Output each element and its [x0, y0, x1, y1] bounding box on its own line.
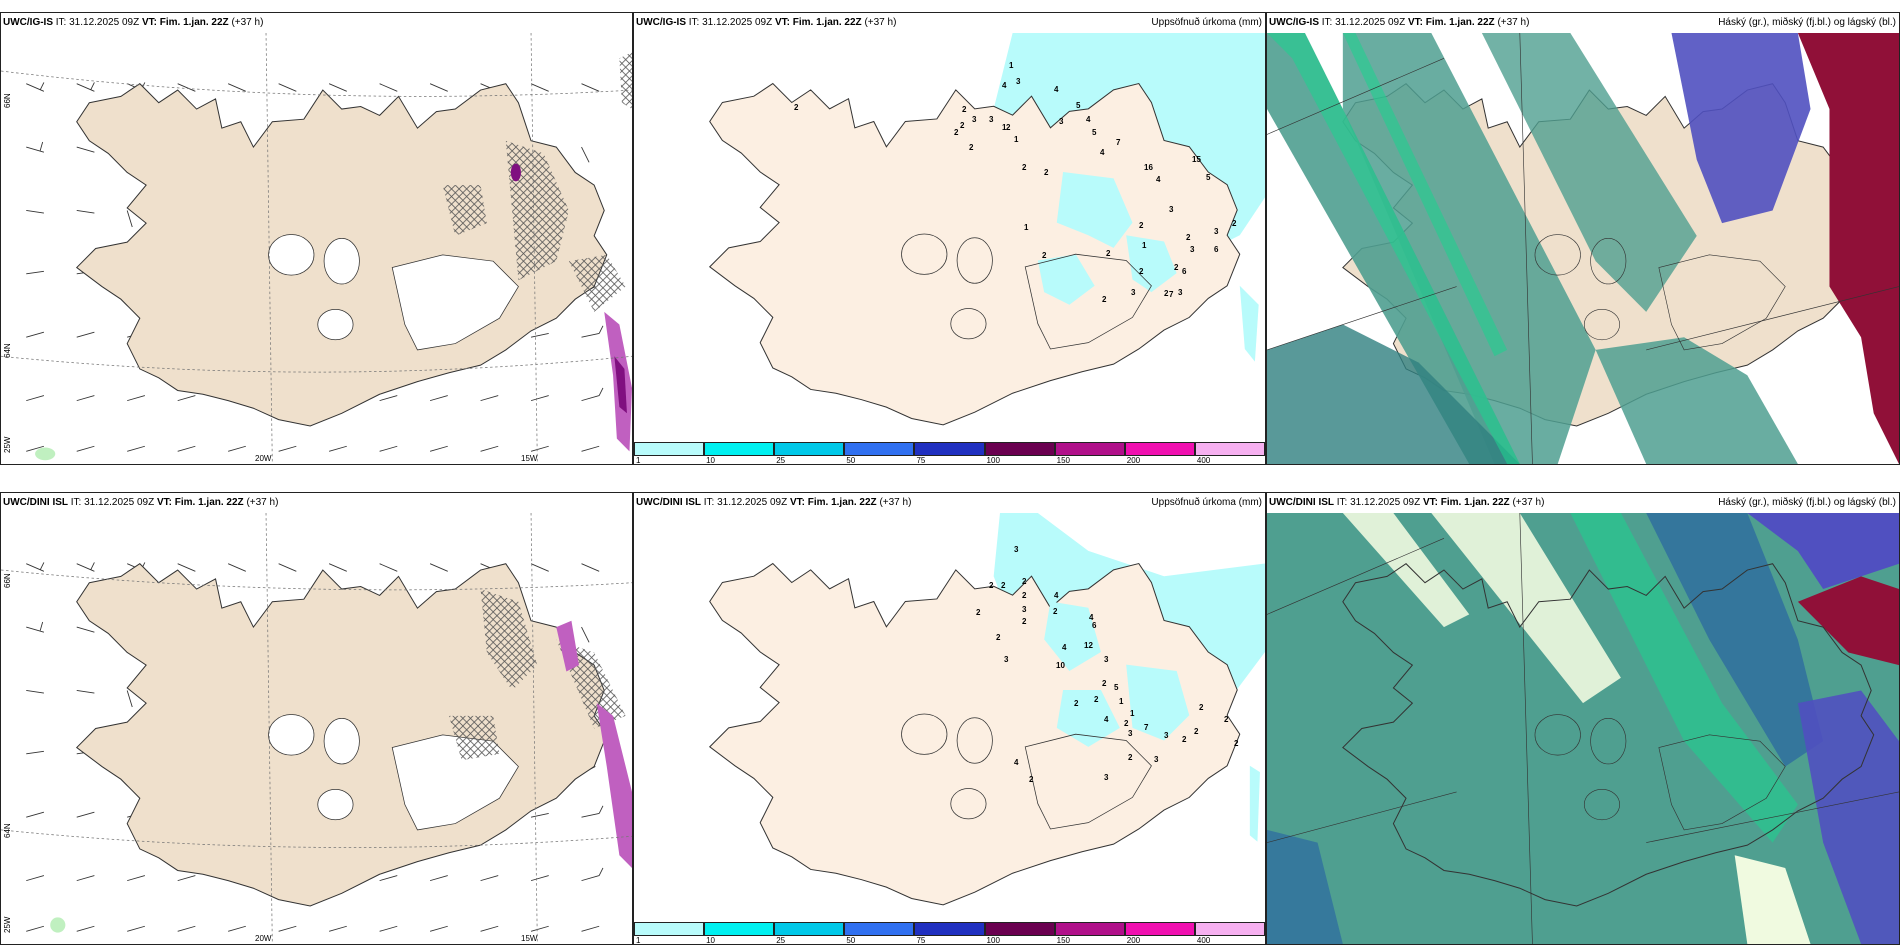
colorbar-tick-label: 75 [916, 936, 926, 945]
colorbar-swatch [1054, 442, 1125, 456]
lat-label-64n: 64N [3, 343, 12, 358]
wind-map [1, 513, 632, 944]
colorbar-tick-label: 25 [776, 456, 786, 465]
precip-map [634, 33, 1265, 440]
colorbar-swatch [914, 922, 985, 936]
panel-header: UWC/IG-IS IT: 31.12.2025 09Z VT: Fim. 1.… [1267, 13, 1899, 33]
colorbar-tick-label: 10 [706, 456, 716, 465]
panel-top-cloud: UWC/IG-IS IT: 31.12.2025 09Z VT: Fim. 1.… [1266, 12, 1900, 465]
panel-header: UWC/DINI ISL IT: 31.12.2025 09Z VT: Fim.… [1, 493, 632, 513]
colorbar-swatch [914, 442, 985, 456]
lat-label-66n: 66N [3, 573, 12, 588]
lat-label-64n: 64N [3, 823, 12, 838]
colorbar-swatch [844, 922, 915, 936]
colorbar-swatch [984, 442, 1055, 456]
colorbar-tick-label: 50 [846, 936, 856, 945]
colorbar-swatch [1194, 442, 1265, 456]
colorbar-tick-label: 75 [916, 456, 926, 465]
colorbar-swatch [844, 442, 915, 456]
colorbar-swatch [1054, 922, 1125, 936]
lon-label-15w: 15W [521, 934, 538, 943]
lon-label-25w: 25W [3, 436, 12, 453]
panel-header: UWC/IG-IS IT: 31.12.2025 09Z VT: Fim. 1.… [634, 13, 1265, 33]
cloud-map [1267, 513, 1899, 944]
panel-header: UWC/IG-IS IT: 31.12.2025 09Z VT: Fim. 1.… [1, 13, 632, 33]
colorbar-swatch [634, 442, 705, 456]
lon-label-20w: 20W [255, 934, 272, 943]
colorbar-swatch [1194, 922, 1265, 936]
mid-cloud-area [1671, 33, 1811, 224]
colorbar-tick-label: 50 [846, 456, 856, 465]
colorbar-tick-label: 150 [1056, 456, 1071, 465]
precip-map [634, 513, 1265, 920]
panel-header: UWC/DINI ISL IT: 31.12.2025 09Z VT: Fim.… [634, 493, 1265, 513]
colorbar-tick-label: 150 [1056, 936, 1071, 945]
colorbar-swatch [704, 442, 775, 456]
colorbar-tick-label: 200 [1126, 936, 1141, 945]
colorbar-tick-label: 10 [706, 936, 716, 945]
lon-label-25w: 25W [3, 916, 12, 933]
colorbar-swatch [1124, 922, 1195, 936]
colorbar-tick-label: 400 [1196, 456, 1211, 465]
colorbar-tick-label: 1 [636, 936, 641, 945]
colorbar-swatch [704, 922, 775, 936]
panel-bottom-cloud: UWC/DINI ISL IT: 31.12.2025 09Z VT: Fim.… [1266, 492, 1900, 945]
lat-label-66n: 66N [3, 93, 12, 108]
colorbar-swatch [984, 922, 1055, 936]
colorbar-tick-label: 200 [1126, 456, 1141, 465]
colorbar-tick-label: 400 [1196, 936, 1211, 945]
lon-label-15w: 15W [521, 454, 538, 463]
colorbar-tick-label: 100 [986, 456, 1000, 465]
cloud-map [1267, 33, 1899, 464]
high-cloud-area [1797, 576, 1899, 666]
colorbar-tick-label: 25 [776, 936, 786, 945]
panel-top-wind: UWC/IG-IS IT: 31.12.2025 09Z VT: Fim. 1.… [0, 12, 633, 465]
colorbar-tick-label: 1 [636, 456, 641, 465]
panel-top-precip: UWC/IG-IS IT: 31.12.2025 09Z VT: Fim. 1.… [633, 12, 1266, 465]
colorbar-swatch [774, 442, 845, 456]
colorbar-swatch [774, 922, 845, 936]
lon-label-20w: 20W [255, 454, 272, 463]
precip-colorbar: 1 10 25 50 75 100 150 200 400 [634, 440, 1265, 464]
colorbar-swatch [1124, 442, 1195, 456]
precip-colorbar: 1 10 25 50 75 100 150 200 400 [634, 920, 1265, 944]
wind-map [1, 33, 632, 464]
high-cloud-area [1797, 33, 1899, 464]
panel-header: UWC/DINI ISL IT: 31.12.2025 09Z VT: Fim.… [1267, 493, 1899, 513]
colorbar-tick-label: 100 [986, 936, 1000, 945]
panel-bottom-precip: UWC/DINI ISL IT: 31.12.2025 09Z VT: Fim.… [633, 492, 1266, 945]
colorbar-swatch [634, 922, 705, 936]
panel-bottom-wind: UWC/DINI ISL IT: 31.12.2025 09Z VT: Fim.… [0, 492, 633, 945]
